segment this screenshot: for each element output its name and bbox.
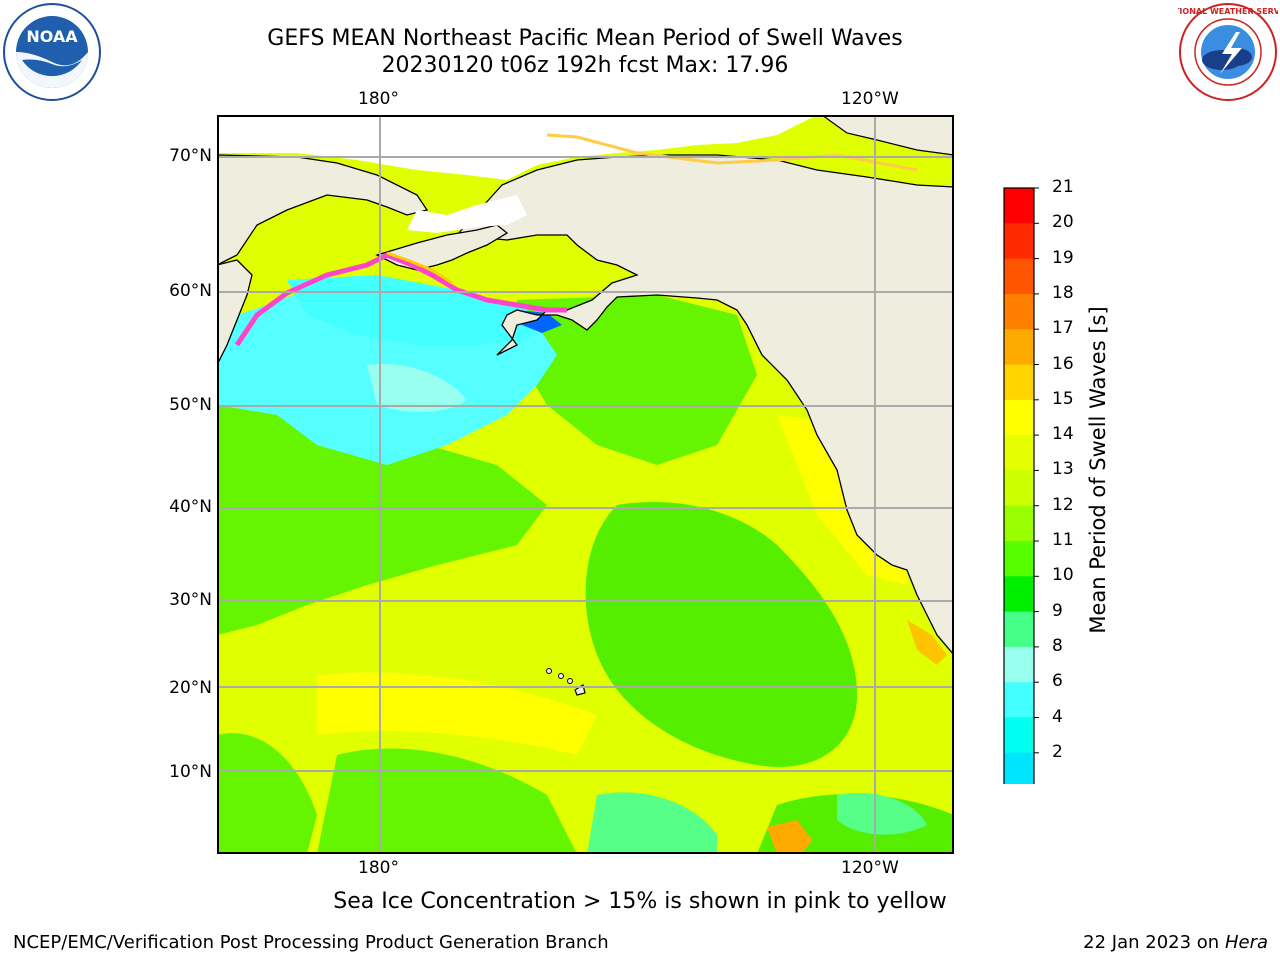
colorbar-segment: [1004, 505, 1034, 542]
land-white-alaska-interior: [407, 195, 527, 233]
sea-ice-edge-bering-yellow: [386, 251, 453, 285]
colorbar-tick-label: 2: [1052, 741, 1063, 762]
colorbar-segment: [1004, 329, 1034, 365]
land-hawaii-islet-1: [546, 668, 552, 674]
colorbar-segment: [1004, 399, 1034, 436]
credit-host: Hera: [1224, 932, 1268, 953]
lon-label-top-180: 180°: [358, 89, 399, 109]
chart-subtitle: 20230120 t06z 192h fcst Max: 17.96: [381, 53, 789, 78]
land-hawaii-islet-2: [558, 673, 564, 679]
colorbar-segment: [1004, 752, 1034, 784]
swell-region-green-gulf: [517, 295, 757, 465]
swell-region-cyan-light: [367, 364, 467, 412]
swell-region-mint-se: [837, 792, 927, 835]
colorbar-tick-label: 9: [1052, 600, 1063, 621]
nws-logo: NATIONAL WEATHER SERVICE: [1178, 3, 1278, 101]
lat-label-30n: 30°N: [169, 590, 212, 610]
lat-label-20n: 20°N: [169, 678, 212, 698]
colorbar-segment: [1004, 258, 1034, 295]
land-hawaii-islet-3: [567, 678, 573, 684]
colorbar-segment: [1004, 682, 1034, 718]
colorbar-title: Mean Period of Swell Waves [s]: [1086, 306, 1110, 634]
colorbar-segment: [1004, 646, 1034, 683]
colorbar-tick-label: 14: [1052, 424, 1074, 445]
lat-label-40n: 40°N: [169, 497, 212, 517]
lon-label-bottom-120w: 120°W: [841, 858, 899, 878]
map-frame: [217, 115, 954, 854]
lon-label-bottom-180: 180°: [358, 858, 399, 878]
colorbar-tick-label: 16: [1052, 353, 1074, 374]
colorbar-segment: [1004, 717, 1034, 754]
colorbar-segment: [1004, 364, 1034, 401]
sea-ice-footnote: Sea Ice Concentration > 15% is shown in …: [333, 889, 947, 914]
colorbar-tick-label: 6: [1052, 671, 1063, 692]
colorbar-tick-label: 4: [1052, 706, 1063, 727]
land-white-arctic-ocean: [217, 115, 817, 180]
land-arctic-islands: [820, 115, 954, 156]
colorbar-segment: [1004, 188, 1034, 224]
colorbar-segment: [1004, 470, 1034, 507]
colorbar-tick-label: 21: [1052, 177, 1074, 197]
swell-region-green-tropics: [217, 733, 317, 854]
graticule: [217, 115, 954, 854]
credit-branch: NCEP/EMC/Verification Post Processing Pr…: [13, 932, 609, 953]
colorbar-segment: [1004, 611, 1034, 648]
colorbar: [1003, 187, 1039, 784]
colorbar-segment: [1004, 541, 1034, 577]
colorbar-segment: [1004, 435, 1034, 471]
chart-title: GEFS MEAN Northeast Pacific Mean Period …: [267, 26, 903, 51]
swell-region-orange-coast: [907, 620, 947, 665]
colorbar-tick-label: 13: [1052, 459, 1074, 480]
colorbar-segment: [1004, 223, 1034, 260]
nws-logo-text: NATIONAL WEATHER SERVICE: [1178, 7, 1278, 16]
colorbar-segment: [1004, 293, 1034, 330]
lat-label-10n: 10°N: [169, 762, 212, 782]
lat-label-70n: 70°N: [169, 146, 212, 166]
lat-label-50n: 50°N: [169, 395, 212, 415]
map-panel: [217, 115, 954, 854]
sea-ice-edge-arctic: [546, 133, 918, 172]
land-siberia: [217, 154, 429, 266]
swell-region-green-south: [317, 748, 577, 854]
lat-label-60n: 60°N: [169, 281, 212, 301]
lon-label-top-120w: 120°W: [841, 89, 899, 109]
swell-region-mint-tropics: [587, 792, 717, 854]
colorbar-tick-label: 11: [1052, 530, 1074, 550]
colorbar-segment: [1004, 576, 1034, 613]
colorbar-tick-label: 10: [1052, 565, 1074, 586]
land-north-america: [455, 154, 954, 657]
swell-region-yellow-band: [317, 672, 597, 755]
colorbar-tick-label: 15: [1052, 388, 1074, 409]
colorbar-tick-label: 8: [1052, 635, 1063, 656]
noaa-logo-text: NOAA: [26, 27, 78, 46]
credit-date-text: 22 Jan 2023 on: [1083, 932, 1220, 953]
swell-region-orange-equator: [767, 820, 812, 854]
colorbar-tick-label: 19: [1052, 247, 1074, 268]
colorbar-tick-label: 18: [1052, 282, 1074, 303]
credit-date: 22 Jan 2023 on Hera: [1083, 932, 1268, 953]
colorbar-tick-label: 12: [1052, 494, 1074, 515]
noaa-logo: NOAA: [3, 3, 101, 101]
swell-region-green-central: [585, 501, 857, 767]
colorbar-tick-label: 20: [1052, 212, 1074, 233]
colorbar-tick-label: 17: [1052, 318, 1074, 339]
